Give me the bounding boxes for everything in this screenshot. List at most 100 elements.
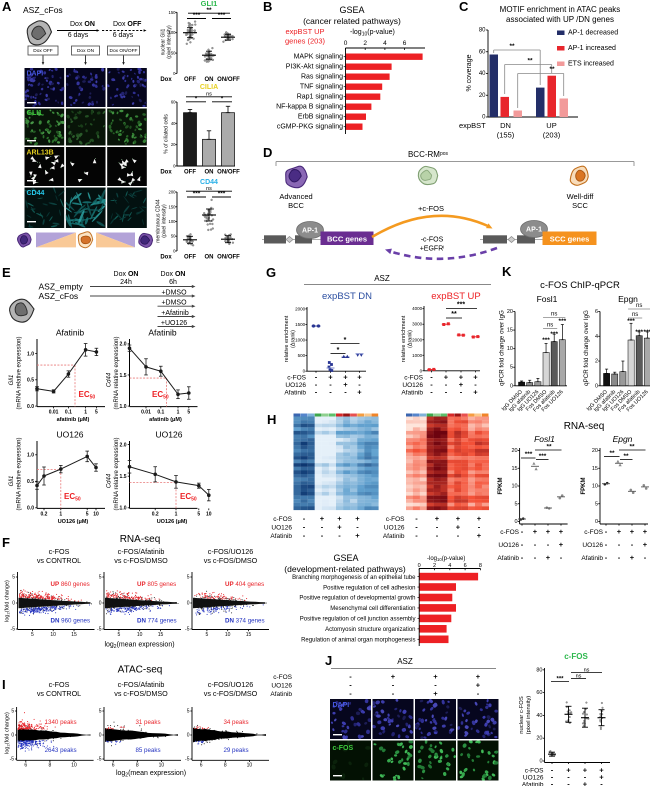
- svg-text:0: 0: [303, 369, 306, 374]
- svg-text:c-FOS: c-FOS: [273, 516, 292, 523]
- svg-text:PI3K-Akt signaling: PI3K-Akt signaling: [286, 64, 343, 71]
- svg-text:AP-1 decreased: AP-1 decreased: [568, 30, 618, 37]
- svg-text:afatinib (μM): afatinib (μM): [57, 417, 90, 423]
- svg-text:+: +: [566, 766, 571, 775]
- svg-text:Epgn: Epgn: [613, 434, 633, 444]
- svg-text:***: ***: [550, 331, 558, 338]
- svg-text:5: 5: [187, 575, 190, 581]
- svg-text:-: -: [460, 388, 463, 397]
- svg-text:-: -: [358, 380, 361, 389]
- svg-text:RNA-seq: RNA-seq: [564, 421, 605, 432]
- svg-text:expBST UP: expBST UP: [285, 27, 324, 36]
- svg-text:Cd44: Cd44: [107, 473, 113, 488]
- svg-text:ns: ns: [206, 186, 212, 192]
- svg-text:(development-related pathways): (development-related pathways): [284, 564, 406, 574]
- svg-text:**: **: [206, 7, 212, 14]
- svg-text:10: 10: [93, 511, 99, 517]
- svg-text:c-FOS: c-FOS: [333, 745, 354, 752]
- svg-text:5: 5: [99, 575, 102, 581]
- svg-text:6: 6: [595, 309, 598, 315]
- svg-text:UP 860 genes: UP 860 genes: [51, 581, 90, 588]
- svg-text:Ras signaling: Ras signaling: [301, 74, 343, 81]
- svg-text:NF-kappa B signaling: NF-kappa B signaling: [276, 104, 343, 111]
- svg-text:+: +: [476, 681, 481, 690]
- svg-text:100: 100: [169, 219, 177, 224]
- svg-text:1000: 1000: [412, 353, 423, 358]
- svg-text:6: 6: [200, 763, 203, 769]
- svg-text:Rap1 signaling: Rap1 signaling: [297, 94, 343, 101]
- svg-text:RNA-seq: RNA-seq: [120, 534, 161, 545]
- svg-text:c-FOS/UO126: c-FOS/UO126: [208, 680, 254, 689]
- svg-text:-: -: [605, 527, 608, 536]
- svg-text:Dox ON: Dox ON: [70, 21, 95, 28]
- svg-text:Well-diff: Well-diff: [567, 192, 595, 201]
- svg-text:-: -: [584, 773, 587, 782]
- svg-text:***: ***: [556, 677, 564, 683]
- svg-text:ATAC-seq: ATAC-seq: [118, 665, 163, 676]
- svg-text:+EGFRi: +EGFRi: [420, 245, 445, 253]
- svg-text:-: -: [338, 531, 341, 540]
- svg-text:c-FOS: c-FOS: [564, 652, 588, 661]
- svg-text:nuclear Gli1: nuclear Gli1: [161, 28, 167, 55]
- svg-text:0: 0: [482, 115, 486, 121]
- svg-text:Dox: Dox: [160, 255, 172, 261]
- svg-text:20: 20: [479, 93, 486, 99]
- svg-text:DN 960 genes: DN 960 genes: [51, 618, 91, 625]
- svg-text:UO126: UO126: [271, 683, 292, 690]
- svg-text:Dox: Dox: [160, 170, 172, 176]
- svg-text:60: 60: [479, 49, 486, 55]
- svg-text:+: +: [630, 553, 635, 562]
- svg-text:-: -: [551, 766, 554, 775]
- svg-text:-c-FOS: -c-FOS: [421, 237, 444, 244]
- svg-text:0.2: 0.2: [152, 511, 159, 517]
- svg-text:5: 5: [206, 632, 209, 638]
- svg-text:+c-FOS: +c-FOS: [418, 204, 444, 213]
- svg-text:10: 10: [247, 763, 253, 769]
- svg-text:-: -: [567, 780, 570, 786]
- svg-text:-: -: [551, 780, 554, 786]
- svg-text:+UO126: +UO126: [161, 320, 187, 327]
- svg-text:+: +: [337, 514, 342, 523]
- svg-text:+: +: [433, 672, 438, 681]
- svg-text:4: 4: [448, 563, 451, 569]
- svg-text:-: -: [430, 380, 433, 389]
- svg-text:1.0: 1.0: [120, 404, 127, 410]
- svg-text:SCC genes: SCC genes: [550, 234, 590, 243]
- svg-text:associated with UP /DN genes: associated with UP /DN genes: [506, 15, 614, 24]
- svg-text:***: ***: [644, 329, 650, 336]
- svg-text:Branching morphogenesis of an: Branching morphogenesis of an epithelial…: [292, 575, 416, 581]
- svg-text:-: -: [521, 553, 524, 562]
- svg-text:5: 5: [95, 410, 98, 416]
- svg-text:-: -: [315, 388, 318, 397]
- svg-text:% of ciliated cells: % of ciliated cells: [164, 114, 170, 154]
- svg-text:AP-1: AP-1: [526, 227, 542, 234]
- svg-text:UO126: UO126: [285, 382, 306, 389]
- svg-text:GLI1: GLI1: [201, 0, 218, 8]
- svg-text:150: 150: [169, 204, 177, 209]
- svg-text:vs CONTROL: vs CONTROL: [37, 689, 81, 698]
- svg-text:ns: ns: [206, 92, 212, 98]
- svg-text:c-FOS: c-FOS: [525, 768, 544, 775]
- svg-text:ON/OFF: ON/OFF: [217, 170, 240, 176]
- svg-text:+: +: [456, 514, 461, 523]
- svg-text:c-FOS: c-FOS: [584, 529, 603, 536]
- svg-text:+: +: [583, 780, 588, 786]
- svg-text:2000: 2000: [412, 337, 423, 342]
- svg-text:DAPI: DAPI: [333, 702, 350, 709]
- svg-text:Fosl1: Fosl1: [534, 434, 555, 444]
- svg-text:UP: UP: [546, 121, 556, 130]
- svg-text:+: +: [357, 373, 362, 382]
- svg-text:Dox ON: Dox ON: [77, 48, 95, 54]
- svg-text:20: 20: [171, 142, 176, 147]
- svg-text:8: 8: [224, 763, 227, 769]
- svg-text:***: ***: [627, 318, 635, 325]
- svg-text:Afatinib: Afatinib: [270, 691, 292, 698]
- svg-text:log2(fold change): log2(fold change): [5, 712, 11, 754]
- svg-text:60: 60: [536, 690, 542, 696]
- svg-text:Afatinib: Afatinib: [581, 555, 603, 562]
- svg-text:-: -: [644, 553, 647, 562]
- svg-text:15: 15: [507, 328, 513, 334]
- svg-text:c-FOS/Afatinib: c-FOS/Afatinib: [118, 680, 165, 689]
- svg-text:10: 10: [137, 632, 143, 638]
- svg-text:OFF: OFF: [184, 255, 196, 261]
